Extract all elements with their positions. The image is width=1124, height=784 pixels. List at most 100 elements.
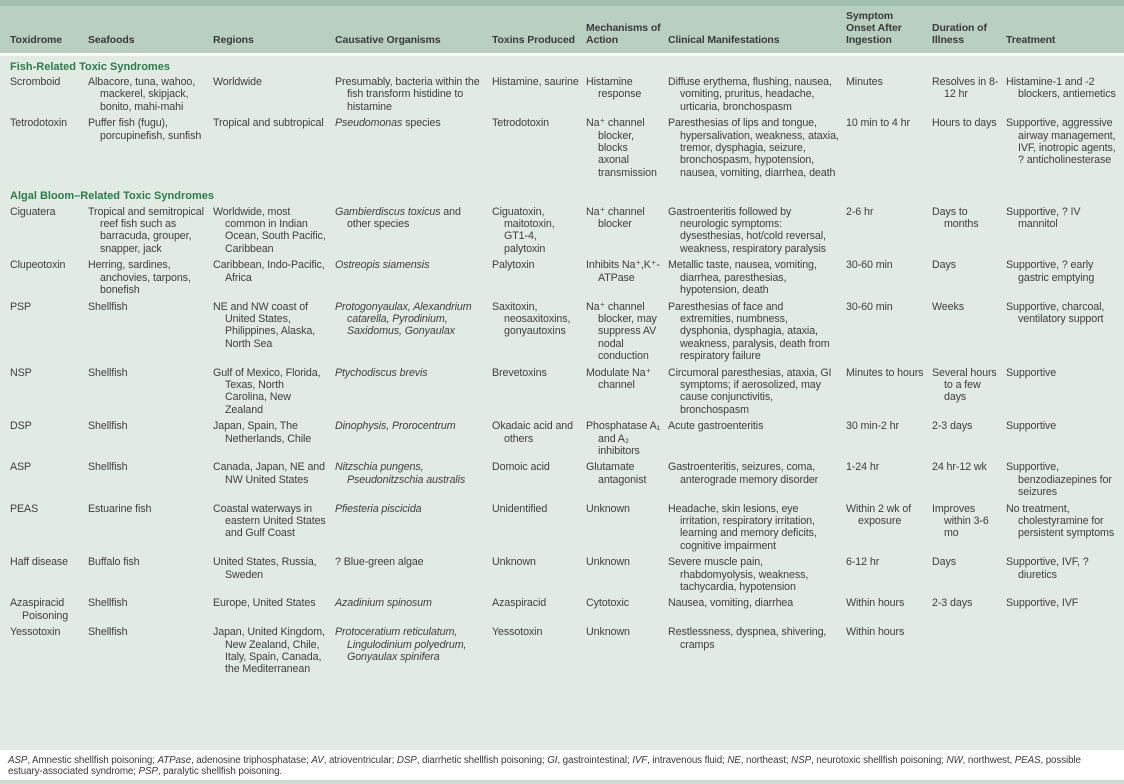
table-cell: 24 hr-12 wk [932,461,987,474]
table-cell [932,626,1006,680]
table-cell: Tropical and semitropical reef fish such… [88,205,204,255]
table-cell: Protoceratium reticulatum, Lingulodinium… [335,626,467,664]
table-cell: Nitzschia pungens, Pseudonitzschia austr… [335,461,466,486]
table-cell: Presumably, bacteria within the fish tra… [335,76,480,113]
table-cell: Buffalo fish [88,556,140,569]
column-header: Mechanisms of Action [586,6,668,56]
table-row: Azaspiracid Poisoning Shellfish Europe, Un… [0,597,1124,626]
table-cell: Shellfish [88,597,128,610]
table-cell: Worldwide [213,76,262,89]
table-cell: Na⁺ channel blocker, blocks axonal trans… [586,117,657,179]
table-cell: Okadaic acid and others [492,420,573,445]
table-cell: Unknown [586,502,630,515]
table-cell: Coastal waterways in eastern United Stat… [213,502,326,540]
table-cell: Supportive, benzodiazepines for seizures [1006,461,1112,499]
table-cell: Acute gastroenteritis [668,420,764,433]
table-cell: 2-3 days [932,420,973,433]
table-cell: Europe, United States [213,597,316,610]
table-cell: Supportive, charcoal, ventilatory suppor… [1006,300,1105,325]
table-cell: 1-24 hr [846,461,880,474]
table-row: PEAS Estuarine fish Coastal waterways in e… [0,503,1124,557]
table-row: ASP Shellfish Canada, Japan, NE and NW Uni… [0,461,1124,502]
column-header: Seafoods [88,6,213,56]
table-cell: Within hours [846,597,905,610]
column-header: Toxins Produced [492,6,586,56]
section-row: Algal Bloom–Related Toxic Syndromes [0,183,1124,205]
section-heading: Algal Bloom–Related Toxic Syndromes [10,190,214,203]
table-body: Fish-Related Toxic Syndromes Scromboid Alb… [0,54,1124,680]
table-cell: Minutes to hours [846,366,924,379]
table-cell: Shellfish [88,461,128,474]
bottom-edge-strip [0,780,1124,784]
table-cell: Severe muscle pain, rhabdomyolysis, weak… [668,556,809,594]
table-cell: Ciguatera [10,205,56,218]
table-cell: Weeks [932,300,964,313]
table-cell: Supportive [1006,366,1057,379]
table-cell: Gambierdiscus toxicus and other species [335,205,461,231]
table-cell: Unknown [492,556,536,569]
table-cell: Unknown [586,626,630,639]
column-header: Symptom Onset After Ingestion [846,6,932,56]
table-cell: 2-3 days [932,597,973,610]
table-cell: Inhibits Na⁺,K⁺-ATPase [586,259,660,284]
table-cell: Within hours [846,626,905,639]
table-cell: Japan, United Kingdom, New Zealand, Chil… [213,626,325,676]
table-cell: Supportive, aggressive airway management… [1006,117,1116,167]
table-cell: Albacore, tuna, wahoo, mackerel, skipjac… [88,76,196,113]
table-cell: Tetrodotoxin [10,117,68,130]
table-cell: Brevetoxins [492,366,547,379]
table-cell: Histamine-1 and -2 blockers, antiemetics [1006,76,1116,101]
table-cell: Supportive, IVF [1006,597,1079,610]
table-cell: Resolves in 8-12 hr [932,76,999,101]
table-cell: Haff disease [10,556,69,569]
table-cell: Paresthesias of face and extremities, nu… [668,300,830,363]
table-cell: No treatment, cholestyramine for persist… [1006,502,1115,540]
table-cell: DSP [10,420,32,433]
table-cell: ? Blue-green algae [335,556,424,569]
top-edge-strip [0,0,1124,6]
table-cell: 2-6 hr [846,205,874,218]
table-cell: Puffer fish (fugu), porcupinefish, sunfi… [88,117,202,142]
table-cell: Histamine response [586,76,642,101]
table-cell: Paresthesias of lips and tongue, hypersa… [668,117,839,179]
table-cell: Clupeotoxin [10,259,66,272]
table-row: NSP Shellfish Gulf of Mexico, Florida, Tex… [0,367,1124,421]
column-header: Clinical Manifestations [668,6,846,56]
table-cell: Saxitoxin, neosaxitoxins, gonyautoxins [492,300,571,338]
table-row: DSP Shellfish Japan, Spain, The Netherland… [0,420,1124,461]
table-cell: Glutamate antagonist [586,461,647,486]
table-cell: Herring, sardines, anchovies, tarpons, b… [88,259,191,297]
column-header: Treatment [1006,6,1124,56]
column-header: Duration of Illness [932,6,1006,56]
table-cell: Yessotoxin [10,626,61,639]
table-cell: Azaspiracid [492,597,547,610]
table-cell: Shellfish [88,300,128,313]
table-cell: Azadinium spinosum [335,597,432,610]
table-cell: Tropical and subtropical [213,117,324,130]
table-cell: Several hours to a few days [932,366,997,404]
table-cell [1006,626,1124,680]
table-cell: Cytotoxic [586,597,630,610]
table-cell: Shellfish [88,626,128,639]
table-cell: Pseudomonas species [335,117,441,130]
table-cell: Protogonyaulax, Alexandrium catarella, P… [335,300,472,338]
table-cell: Estuarine fish [88,502,152,515]
table-cell: Days to months [932,205,979,231]
table-cell: Supportive [1006,420,1057,433]
table-cell: NSP [10,366,32,379]
table-cell: Pfiesteria piscicida [335,502,422,515]
table-cell: Gulf of Mexico, Florida, Texas, North Ca… [213,366,321,416]
table-cell: Canada, Japan, NE and NW United States [213,461,325,486]
table-row: Scromboid Albacore, tuna, wahoo, mackerel… [0,76,1124,117]
table-cell: Supportive, ? early gastric emptying [1006,259,1095,284]
table-cell: Modulate Na⁺ channel [586,366,652,391]
toxidrome-table: Toxidrome Seafoods Regions Causative Organi… [0,6,1124,680]
table-cell: Restlessness, dyspnea, shivering, cramps [668,626,827,651]
table-cell: Nausea, vomiting, diarrhea [668,597,794,610]
table-cell: Diffuse erythema, flushing, nausea, vomi… [668,76,832,113]
table-cell: Ciguatoxin, maitotoxin, GT1-4, palytoxin [492,205,555,255]
table-row: Ciguatera Tropical and semitropical reef … [0,206,1124,260]
footnote-area: ASP, Amnestic shellfish poisoning; ATPas… [0,749,1124,780]
table-header: Toxidrome Seafoods Regions Causative Organi… [0,6,1124,56]
